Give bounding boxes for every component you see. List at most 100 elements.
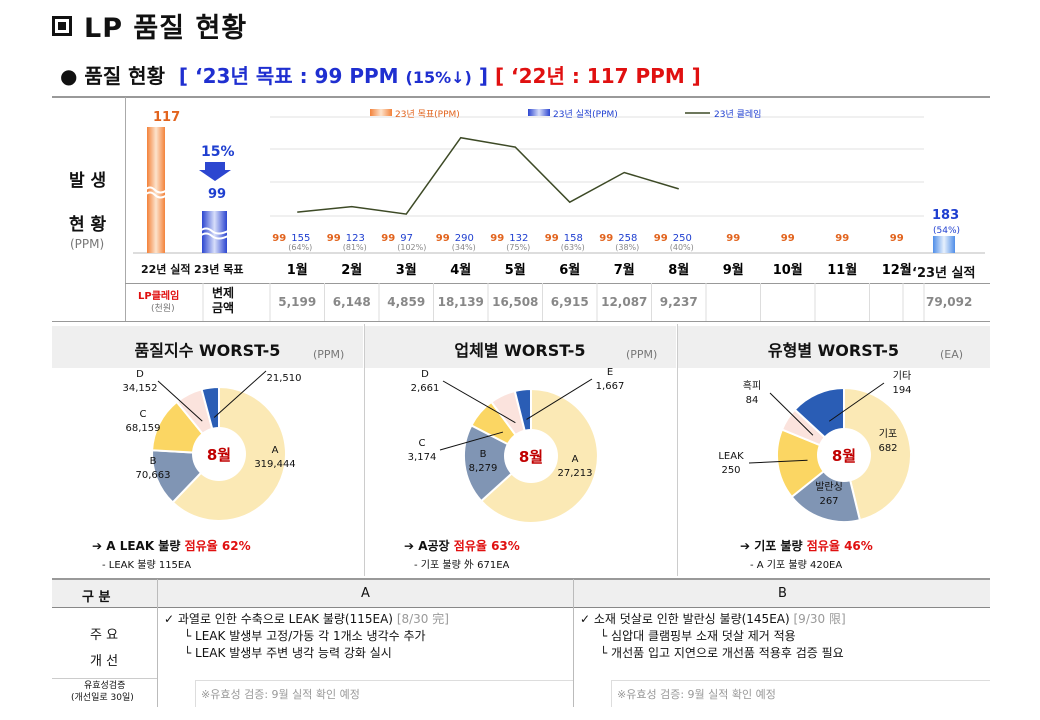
month-target-value: 99 xyxy=(780,233,795,244)
row-label-small-1: 유효성검증 xyxy=(84,681,126,691)
row-label-1: 주 요 xyxy=(90,628,119,643)
month-actual-pct: (64%) xyxy=(288,243,313,252)
pie-leader-line xyxy=(157,380,203,422)
pie-slice-value: 250 xyxy=(721,465,740,476)
claim-row-top xyxy=(125,283,990,284)
subtitle-target-close: ] xyxy=(478,64,488,88)
row-label-small-2: (개선일로 30일) xyxy=(71,693,134,703)
verify-b-left xyxy=(611,680,612,707)
pie-center-label: 8월 xyxy=(519,448,543,466)
occurrence-unit: (PPM) xyxy=(70,237,105,251)
improvement-divider-2 xyxy=(573,579,574,707)
pie-slice-name: 기타 xyxy=(893,370,911,382)
month-actual-value: 123 xyxy=(345,233,365,244)
pie-slice-value: 27,213 xyxy=(558,468,593,479)
row-label-2: 개 선 xyxy=(90,654,119,669)
worst-note: ➔ A LEAK 불량 점유율 62% xyxy=(92,539,251,553)
worst-note-sub: - LEAK 불량 115EA xyxy=(102,560,192,571)
month-target-value: 99 xyxy=(599,233,614,244)
month-label: 12월 xyxy=(882,262,912,278)
pie-slice-name: E xyxy=(281,368,287,370)
arrow-right-icon: ➔ xyxy=(740,539,755,553)
legend-target: 23년 목표(PPM) xyxy=(395,110,460,120)
worst-panel-divider xyxy=(364,324,365,576)
col-a: A xyxy=(361,586,370,601)
pie-slice-value: 267 xyxy=(819,496,838,507)
worst-pie-chart: 기포 682 발란싱 267 LEAK 250 흑피 84 기타 194 8월 xyxy=(718,370,913,523)
worst-pie-chart: A 27,213 B 8,279 C 3,174 D 2,661 E 1,667 8월 xyxy=(408,368,624,524)
month-actual-pct: (38%) xyxy=(615,243,640,252)
pie-slice-name: D xyxy=(136,369,144,380)
improvement-label-split xyxy=(52,678,157,679)
claim-amount-cell: 5,199 xyxy=(278,295,317,309)
col-label: 구 분 xyxy=(82,590,111,605)
pie-slice-name: C xyxy=(419,438,426,449)
worst-note-sub: - A 기포 불량 420EA xyxy=(750,560,843,571)
bar-target-value: 99 xyxy=(208,187,227,202)
bar-ytd-pct: (54%) xyxy=(933,226,961,236)
pie-center-hole xyxy=(817,428,871,482)
pie-leader-line xyxy=(439,431,504,451)
break-mark-target xyxy=(199,227,229,235)
bar-target-reduction: 15% xyxy=(201,144,235,160)
b-sub-1: └ 심압대 클램핑부 소재 덧살 제거 적용 xyxy=(600,629,796,643)
pie-slice-0 xyxy=(843,386,913,522)
verify-a-line xyxy=(195,680,573,681)
pie-slice-name: 흑피 xyxy=(743,379,761,392)
top-border xyxy=(52,96,990,98)
pie-slice-name: C xyxy=(140,409,147,420)
worst-panel-header xyxy=(364,326,676,368)
chart-column-dividers xyxy=(202,283,925,321)
worst-panel-header xyxy=(52,326,363,368)
a-main: ✓ 과열로 인한 수축으로 LEAK 불량(115EA) [8/30 完] xyxy=(164,612,449,626)
pie-slice-value: 3,174 xyxy=(408,452,437,463)
month-actual-value: 250 xyxy=(672,233,692,244)
occurrence-chart: 1월 2월 3월 4월 5월 6월 7월 8월 9월 10월 11월 12월 xyxy=(133,109,985,321)
month-label: 11월 xyxy=(827,262,857,278)
verify-a-left xyxy=(195,680,196,707)
arrow-right-icon: ➔ xyxy=(404,539,419,553)
claim-row-label-2: 변제 금액 xyxy=(212,286,235,315)
pie-slice-value: 68,159 xyxy=(126,423,161,434)
pie-leader-line xyxy=(442,380,516,424)
pie-slice-name: 기포 xyxy=(879,428,897,440)
pie-slice-name: LEAK xyxy=(718,451,744,462)
subtitle-lead: ● 품질 현황 xyxy=(60,64,165,88)
pie-center-hole xyxy=(504,429,558,483)
improvement-header-bottom xyxy=(52,607,990,608)
legend-swatch-actual xyxy=(528,109,550,116)
month-target-value: 99 xyxy=(326,233,341,244)
improvement-divider-1 xyxy=(157,579,158,707)
pie-slice-value: 84 xyxy=(746,395,759,406)
pie-slice-name: 발란싱 xyxy=(815,481,843,493)
bar-ytd-label: ‘23년 실적 xyxy=(912,266,976,281)
worst-panel-header xyxy=(677,326,990,368)
square-bullet-icon xyxy=(52,16,72,36)
bar-ytd-value: 183 xyxy=(932,208,960,223)
arrow-right-icon: ➔ xyxy=(92,539,107,553)
pie-center-hole xyxy=(192,427,246,481)
pie-slice-name: B xyxy=(150,456,157,467)
month-target-value: 99 xyxy=(490,233,505,244)
month-label: 1월 xyxy=(287,262,308,278)
worst-note: ➔ A공장 점유율 63% xyxy=(404,539,520,553)
claim-amount-cell: 6,915 xyxy=(550,295,589,309)
month-actual-pct: (81%) xyxy=(342,243,367,252)
top-bottom-border xyxy=(52,321,990,322)
worst-panel-title: 업체별 WORST-5 xyxy=(454,341,586,360)
month-label: 6월 xyxy=(559,262,580,278)
worst-pie-chart: A 319,444 B 70,663 C 68,159 D 34,152 E 21,510 8월 xyxy=(123,368,302,522)
break-marks xyxy=(144,186,229,240)
top-label-divider xyxy=(125,97,126,321)
legend-swatch-target xyxy=(370,109,392,116)
legend-actual: 23년 실적(PPM) xyxy=(553,110,618,120)
month-actual-value: 132 xyxy=(509,233,529,244)
pie-slice-name: D xyxy=(421,369,429,380)
month-label: 4월 xyxy=(450,262,471,278)
col-b: B xyxy=(778,586,787,601)
subtitle-prev-year: [ ‘22년 : 117 PPM ] xyxy=(494,64,701,88)
month-actual-value: 155 xyxy=(291,233,311,244)
claim-amount-cell: 12,087 xyxy=(601,295,648,309)
pie-leader-line xyxy=(769,392,814,436)
bar-ytd xyxy=(933,236,955,253)
